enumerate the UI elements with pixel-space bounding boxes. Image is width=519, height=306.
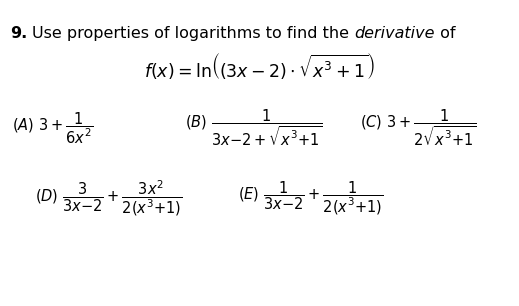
Text: $(B)\ \dfrac{1}{3x{-}2+\sqrt{x^3{+}1}}$: $(B)\ \dfrac{1}{3x{-}2+\sqrt{x^3{+}1}}$	[185, 108, 322, 148]
Text: derivative: derivative	[354, 26, 434, 41]
Text: 9.: 9.	[10, 26, 28, 41]
Text: $(D)\ \dfrac{3}{3x{-}2} + \dfrac{3x^2}{2(x^3{+}1)}$: $(D)\ \dfrac{3}{3x{-}2} + \dfrac{3x^2}{2…	[35, 178, 182, 218]
Text: Use properties of logarithms to find the: Use properties of logarithms to find the	[32, 26, 354, 41]
Text: $(C)\ 3 + \dfrac{1}{2\sqrt{x^3{+}1}}$: $(C)\ 3 + \dfrac{1}{2\sqrt{x^3{+}1}}$	[360, 108, 476, 148]
Text: of: of	[434, 26, 455, 41]
Text: $f(x) = \ln\!\left((3x-2)\cdot\sqrt{x^3+1}\right)$: $f(x) = \ln\!\left((3x-2)\cdot\sqrt{x^3+…	[144, 51, 375, 81]
Text: $(E)\ \dfrac{1}{3x{-}2} + \dfrac{1}{2(x^3{+}1)}$: $(E)\ \dfrac{1}{3x{-}2} + \dfrac{1}{2(x^…	[238, 179, 384, 217]
Text: $(A)\ 3 + \dfrac{1}{6x^2}$: $(A)\ 3 + \dfrac{1}{6x^2}$	[12, 110, 93, 146]
